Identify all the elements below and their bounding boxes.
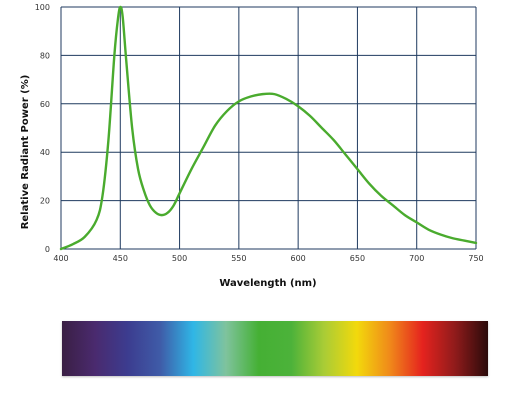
x-tick-label: 700 [409,254,424,263]
x-tick-label: 400 [53,254,68,263]
x-axis-tick-labels: 400 450 500 550 600 650 700 750 [53,254,483,263]
x-tick-label: 650 [350,254,365,263]
y-tick-label: 20 [40,197,50,206]
chart-grid [60,6,477,250]
x-tick-label: 750 [468,254,483,263]
x-tick-label: 600 [291,254,306,263]
x-axis-title: Wavelength (nm) [219,278,316,289]
x-tick-label: 450 [113,254,128,263]
y-tick-label: 60 [40,100,50,109]
x-tick-label: 500 [172,254,187,263]
spectrum-curve [59,5,478,251]
y-tick-label: 40 [40,148,50,157]
x-tick-label: 550 [231,254,246,263]
visible-spectrum-bar [62,321,488,376]
y-axis-title: Relative Radiant Power (%) [20,75,31,230]
y-axis-tick-labels: 0 20 40 60 80 100 [35,3,50,254]
spectral-power-chart: 400 450 500 550 600 650 700 750 0 20 40 60 80 100 Wa… [20,3,484,289]
y-tick-label: 0 [45,245,50,254]
chart-series [59,5,478,251]
y-tick-label: 100 [35,3,50,12]
y-tick-label: 80 [40,51,50,60]
